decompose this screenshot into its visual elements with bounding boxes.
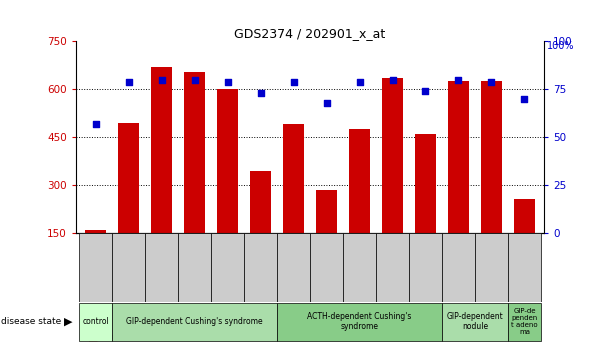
Bar	[382, 78, 403, 233]
Text: disease state: disease state	[1, 317, 61, 326]
FancyBboxPatch shape	[79, 233, 112, 302]
Text: ACTH-dependent Cushing's
syndrome: ACTH-dependent Cushing's syndrome	[308, 312, 412, 332]
Text: GSM86169: GSM86169	[252, 238, 261, 280]
Text: GSM86434: GSM86434	[285, 238, 294, 280]
FancyBboxPatch shape	[112, 233, 145, 302]
FancyBboxPatch shape	[112, 303, 277, 341]
FancyBboxPatch shape	[508, 233, 541, 302]
Point	[157, 77, 167, 82]
Text: GSM86166: GSM86166	[153, 238, 162, 280]
Bar	[514, 199, 535, 233]
FancyBboxPatch shape	[145, 233, 178, 302]
Point	[388, 77, 398, 82]
Text: ▶: ▶	[64, 317, 73, 327]
Bar	[250, 171, 271, 233]
FancyBboxPatch shape	[343, 233, 376, 302]
Text: GSM93155: GSM93155	[449, 238, 458, 280]
Bar	[217, 89, 238, 233]
Bar	[481, 81, 502, 233]
Text: GSM93154: GSM93154	[416, 238, 426, 280]
FancyBboxPatch shape	[211, 233, 244, 302]
Point	[289, 79, 299, 85]
Bar	[447, 81, 469, 233]
Bar	[151, 67, 173, 233]
Point	[421, 88, 430, 94]
FancyBboxPatch shape	[178, 233, 211, 302]
Bar	[184, 72, 206, 233]
Point	[256, 90, 266, 96]
Bar	[85, 230, 106, 233]
Text: GSM86167: GSM86167	[185, 238, 195, 280]
Text: GSM93156: GSM93156	[482, 238, 491, 280]
FancyBboxPatch shape	[310, 233, 343, 302]
Text: GSM93157: GSM93157	[516, 238, 524, 280]
Bar	[283, 125, 305, 233]
Text: ■: ■	[88, 332, 98, 342]
Text: 100%: 100%	[547, 41, 575, 51]
Text: GSM85117: GSM85117	[87, 238, 96, 280]
FancyBboxPatch shape	[376, 233, 409, 302]
Point	[519, 96, 529, 102]
Point	[124, 79, 134, 85]
Point	[322, 100, 331, 106]
FancyBboxPatch shape	[409, 233, 442, 302]
Text: control: control	[83, 317, 109, 326]
Point	[223, 79, 232, 85]
Point	[354, 79, 364, 85]
Title: GDS2374 / 202901_x_at: GDS2374 / 202901_x_at	[235, 27, 385, 40]
Point	[91, 121, 101, 127]
Text: count: count	[106, 332, 134, 342]
Point	[454, 77, 463, 82]
Text: GSM93153: GSM93153	[384, 238, 393, 280]
Text: GSM86165: GSM86165	[120, 238, 129, 280]
Bar	[349, 129, 370, 233]
Bar	[415, 134, 436, 233]
FancyBboxPatch shape	[277, 303, 442, 341]
Bar	[316, 190, 337, 233]
Text: GSM93152: GSM93152	[351, 238, 359, 280]
Point	[486, 79, 496, 85]
Text: GSM88074: GSM88074	[317, 238, 326, 280]
FancyBboxPatch shape	[244, 233, 277, 302]
FancyBboxPatch shape	[79, 303, 112, 341]
Text: GIP-dependent
nodule: GIP-dependent nodule	[446, 312, 503, 332]
Bar	[118, 123, 139, 233]
FancyBboxPatch shape	[277, 233, 310, 302]
Text: GIP-de
penden
t adeno
ma: GIP-de penden t adeno ma	[511, 308, 537, 335]
Point	[190, 77, 199, 82]
FancyBboxPatch shape	[475, 233, 508, 302]
FancyBboxPatch shape	[508, 303, 541, 341]
FancyBboxPatch shape	[442, 303, 508, 341]
Text: GIP-dependent Cushing's syndrome: GIP-dependent Cushing's syndrome	[126, 317, 263, 326]
Text: GSM86168: GSM86168	[219, 238, 227, 280]
FancyBboxPatch shape	[442, 233, 475, 302]
